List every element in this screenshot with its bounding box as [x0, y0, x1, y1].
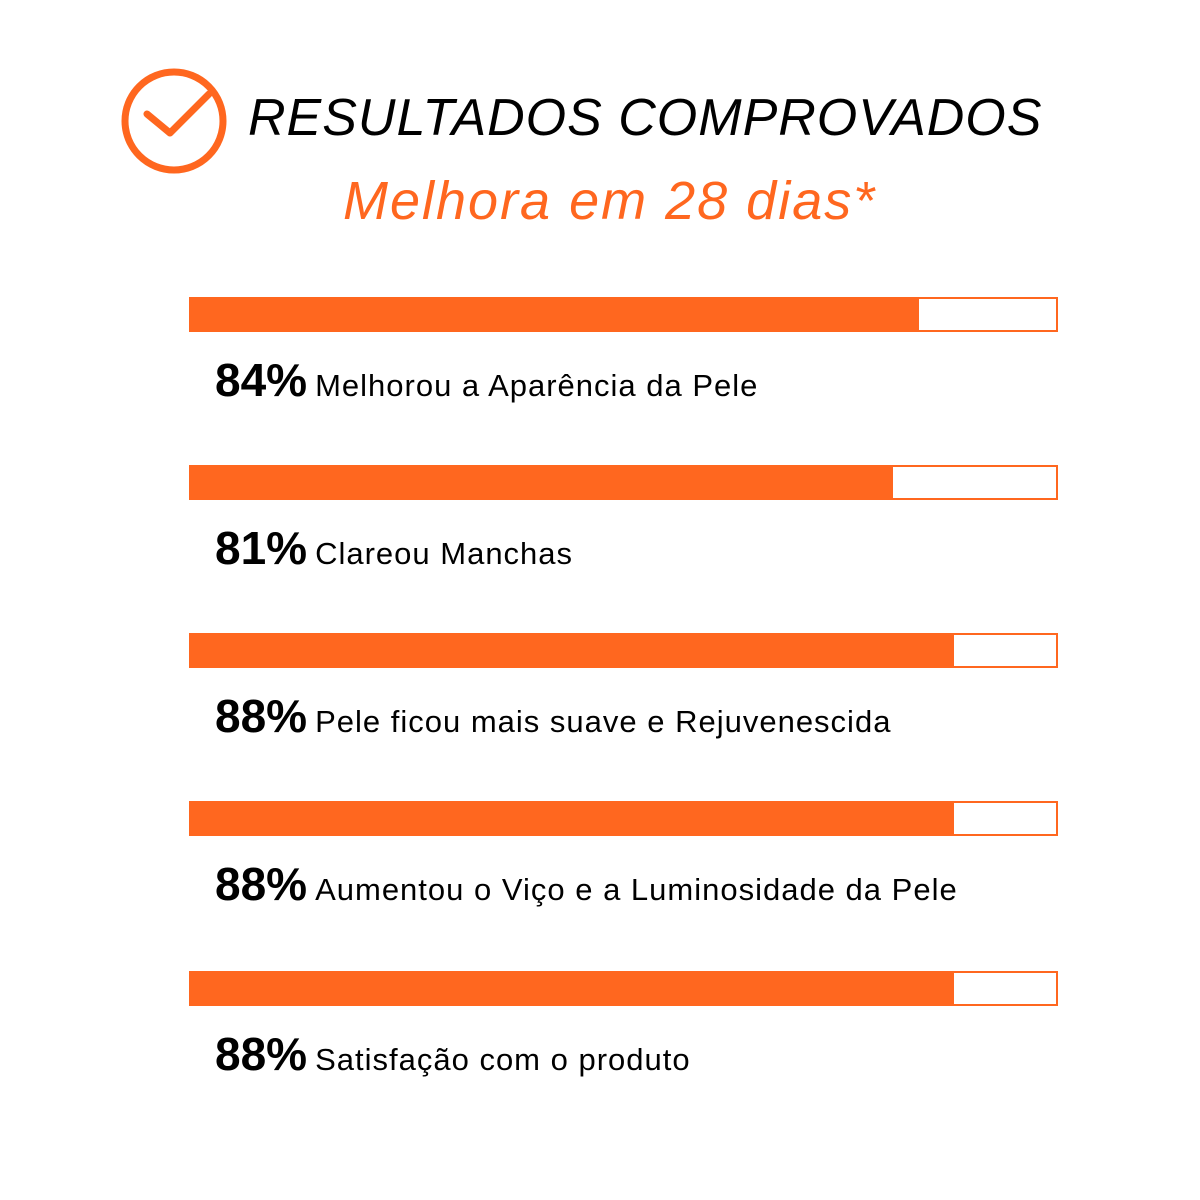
- page-title: RESULTADOS COMPROVADOS: [248, 89, 1043, 147]
- bar-track: [189, 633, 1058, 668]
- percent-label: 88%: [215, 690, 308, 742]
- bar-label: 88% Satisfação com o produto: [215, 1027, 691, 1081]
- percent-label: 88%: [215, 1028, 308, 1080]
- bar-track: [189, 465, 1058, 500]
- bar-track: [189, 801, 1058, 836]
- bar-fill: [191, 635, 954, 666]
- category-label: Melhorou a Aparência da Pele: [315, 368, 759, 403]
- category-label: Satisfação com o produto: [315, 1042, 691, 1077]
- bar-label: 88% Aumentou o Viço e a Luminosidade da P…: [215, 857, 958, 911]
- page-subtitle: Melhora em 28 dias*: [343, 171, 877, 231]
- bar-label: 84% Melhorou a Aparência da Pele: [215, 353, 758, 407]
- percent-label: 84%: [215, 354, 308, 406]
- percent-label: 88%: [215, 858, 308, 910]
- category-label: Pele ficou mais suave e Rejuvenescida: [315, 704, 892, 739]
- bar-label: 81% Clareou Manchas: [215, 521, 573, 575]
- bar-track: [189, 297, 1058, 332]
- category-label: Aumentou o Viço e a Luminosidade da Pele: [315, 872, 958, 907]
- bar-track: [189, 971, 1058, 1006]
- bar-fill: [191, 803, 954, 834]
- bar-label: 88% Pele ficou mais suave e Rejuvenescida: [215, 689, 891, 743]
- bar-fill: [191, 973, 954, 1004]
- check-circle-icon: [121, 68, 227, 174]
- bar-fill: [191, 299, 919, 330]
- percent-label: 81%: [215, 522, 308, 574]
- category-label: Clareou Manchas: [315, 536, 574, 571]
- bar-fill: [191, 467, 893, 498]
